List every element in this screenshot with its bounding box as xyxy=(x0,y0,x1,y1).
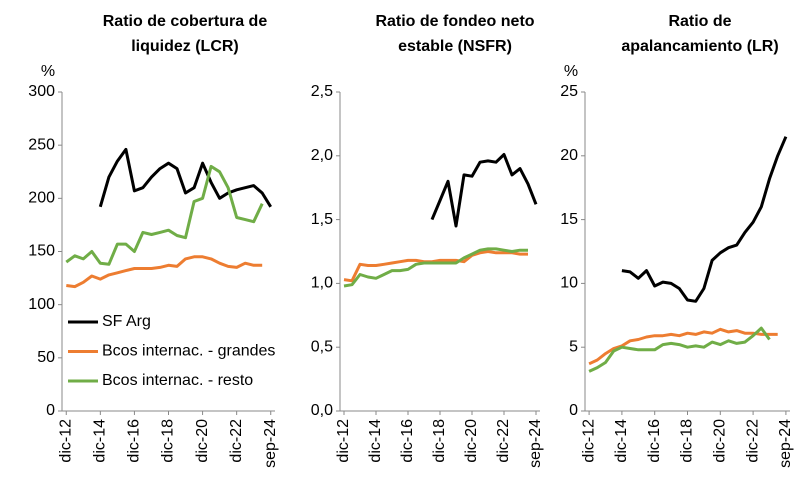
y-tick-label: 10 xyxy=(560,275,578,292)
y-tick-label: 50 xyxy=(37,349,55,366)
y-axis-unit: % xyxy=(564,63,578,80)
y-tick-label: 0,0 xyxy=(311,402,333,419)
x-tick-label: dic-22 xyxy=(744,419,761,463)
x-tick-label: sep-24 xyxy=(262,419,279,468)
y-tick-label: 2,0 xyxy=(311,147,333,164)
x-tick-label: dic-20 xyxy=(463,419,480,463)
y-axis-unit: % xyxy=(41,63,55,80)
x-tick-label: dic-12 xyxy=(57,419,74,463)
chart-title: estable (NSFR) xyxy=(398,38,512,55)
x-tick-label: dic-16 xyxy=(126,419,143,463)
y-tick-label: 20 xyxy=(560,147,578,164)
legend-label: SF Arg xyxy=(102,313,151,330)
series-line xyxy=(621,136,788,303)
series-line xyxy=(430,153,538,228)
x-tick-label: dic-18 xyxy=(160,419,177,463)
y-tick-label: 25 xyxy=(560,83,578,100)
series-line xyxy=(66,255,263,289)
series-line xyxy=(65,164,264,266)
y-tick-label: 0 xyxy=(46,402,55,419)
y-tick-label: 300 xyxy=(28,83,55,100)
y-tick-label: 0,5 xyxy=(311,338,333,355)
series-line xyxy=(343,247,528,288)
series-line xyxy=(343,250,528,283)
x-tick-label: dic-14 xyxy=(613,419,630,463)
x-tick-label: dic-16 xyxy=(399,419,416,463)
legend-label: Bcos internac. - resto xyxy=(102,372,253,389)
series-line xyxy=(98,147,272,208)
x-tick-label: dic-18 xyxy=(679,419,696,463)
x-tick-label: dic-12 xyxy=(580,419,597,463)
y-tick-label: 5 xyxy=(569,338,578,355)
x-tick-label: sep-24 xyxy=(527,419,544,468)
x-tick-label: dic-16 xyxy=(646,419,663,463)
x-tick-label: dic-12 xyxy=(335,419,352,463)
series-line xyxy=(588,326,771,373)
y-tick-label: 1,5 xyxy=(311,211,333,228)
y-tick-label: 2,5 xyxy=(311,83,333,100)
chart-title: Ratio de cobertura de xyxy=(103,13,268,30)
y-tick-label: 100 xyxy=(28,296,55,313)
y-tick-label: 200 xyxy=(28,190,55,207)
legend-label: Bcos internac. - grandes xyxy=(102,343,275,360)
y-tick-label: 1,0 xyxy=(311,275,333,292)
x-tick-label: dic-20 xyxy=(712,419,729,463)
y-tick-label: 150 xyxy=(28,243,55,260)
y-tick-label: 0 xyxy=(569,402,578,419)
chart-title: liquidez (LCR) xyxy=(131,38,239,55)
y-tick-label: 15 xyxy=(560,211,578,228)
x-tick-label: dic-22 xyxy=(228,419,245,463)
chart-title: Ratio de xyxy=(668,13,731,30)
y-tick-label: 250 xyxy=(28,136,55,153)
x-tick-label: dic-20 xyxy=(194,419,211,463)
chart-title: Ratio de fondeo neto xyxy=(375,13,534,30)
x-tick-label: sep-24 xyxy=(777,419,794,468)
x-tick-label: dic-14 xyxy=(367,419,384,463)
x-tick-label: dic-22 xyxy=(495,419,512,463)
x-tick-label: dic-18 xyxy=(431,419,448,463)
chart-title: apalancamiento (LR) xyxy=(621,38,778,55)
x-tick-label: dic-14 xyxy=(92,419,109,463)
